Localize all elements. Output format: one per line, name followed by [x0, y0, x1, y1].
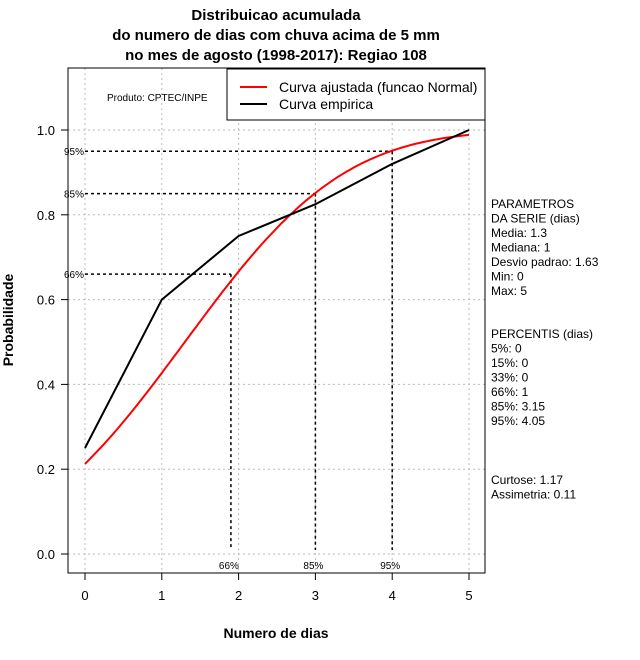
percentile-label-y: 85% — [64, 190, 84, 201]
legend-label: Curva empirica — [279, 96, 373, 112]
normal-fit-curve — [84, 133, 470, 465]
y-tick-label: 0.4 — [37, 377, 55, 392]
plot-frame — [67, 67, 486, 574]
series-parameters-line: PARAMETROS — [491, 197, 574, 211]
legend-box — [226, 68, 486, 121]
percentile-label-y: 95% — [64, 147, 84, 158]
x-tick-label: 2 — [235, 588, 242, 603]
x-tick-label: 3 — [312, 588, 319, 603]
percentiles-line: 33%: 0 — [491, 371, 529, 385]
chart-title-line: do numero de dias com chuva acima de 5 m… — [112, 27, 440, 44]
y-tick-label: 0.2 — [37, 462, 55, 477]
percentiles-line: 66%: 1 — [491, 385, 529, 399]
percentiles-line: PERCENTIS (dias) — [491, 327, 593, 341]
series-parameters-line: Min: 0 — [491, 270, 524, 284]
series-parameters-line: Media: 1.3 — [491, 226, 547, 240]
x-tick-label: 1 — [158, 588, 165, 603]
y-tick-label: 1.0 — [37, 123, 55, 138]
chart-title-line: Distribuicao acumulada — [191, 7, 361, 24]
y-tick-label: 0.6 — [37, 293, 55, 308]
x-axis-label: Numero de dias — [223, 625, 328, 641]
product-note: Produto: CPTEC/INPE — [107, 93, 208, 104]
series-parameters-line: Mediana: 1 — [491, 241, 551, 255]
legend-label: Curva ajustada (funcao Normal) — [279, 79, 477, 95]
series-parameters-line: Max: 5 — [491, 284, 527, 298]
x-tick-label: 4 — [389, 588, 396, 603]
series-parameters-line: Desvio padrao: 1.63 — [491, 255, 599, 269]
percentiles-line: 85%: 3.15 — [491, 400, 545, 414]
percentile-label-x: 66% — [219, 561, 239, 572]
y-tick-label: 0.8 — [37, 208, 55, 223]
percentile-label-x: 95% — [380, 561, 400, 572]
x-tick-label: 5 — [465, 588, 472, 603]
y-axis-label: Probabilidade — [0, 274, 16, 367]
chart-title-line: no mes de agosto (1998-2017): Regiao 108 — [125, 47, 427, 64]
percentiles-line: 95%: 4.05 — [491, 414, 545, 428]
percentile-label-y: 66% — [64, 270, 84, 281]
empirical-curve — [84, 129, 470, 449]
percentile-label-x: 85% — [303, 561, 323, 572]
shape-stats-line: Assimetria: 0.11 — [491, 488, 576, 502]
shape-stats-line: Curtose: 1.17 — [491, 473, 563, 487]
y-tick-label: 0.0 — [37, 547, 55, 562]
percentiles-line: 5%: 0 — [491, 342, 522, 356]
percentiles-line: 15%: 0 — [491, 356, 529, 370]
x-tick-label: 0 — [81, 588, 88, 603]
series-parameters-line: DA SERIE (dias) — [491, 212, 580, 226]
